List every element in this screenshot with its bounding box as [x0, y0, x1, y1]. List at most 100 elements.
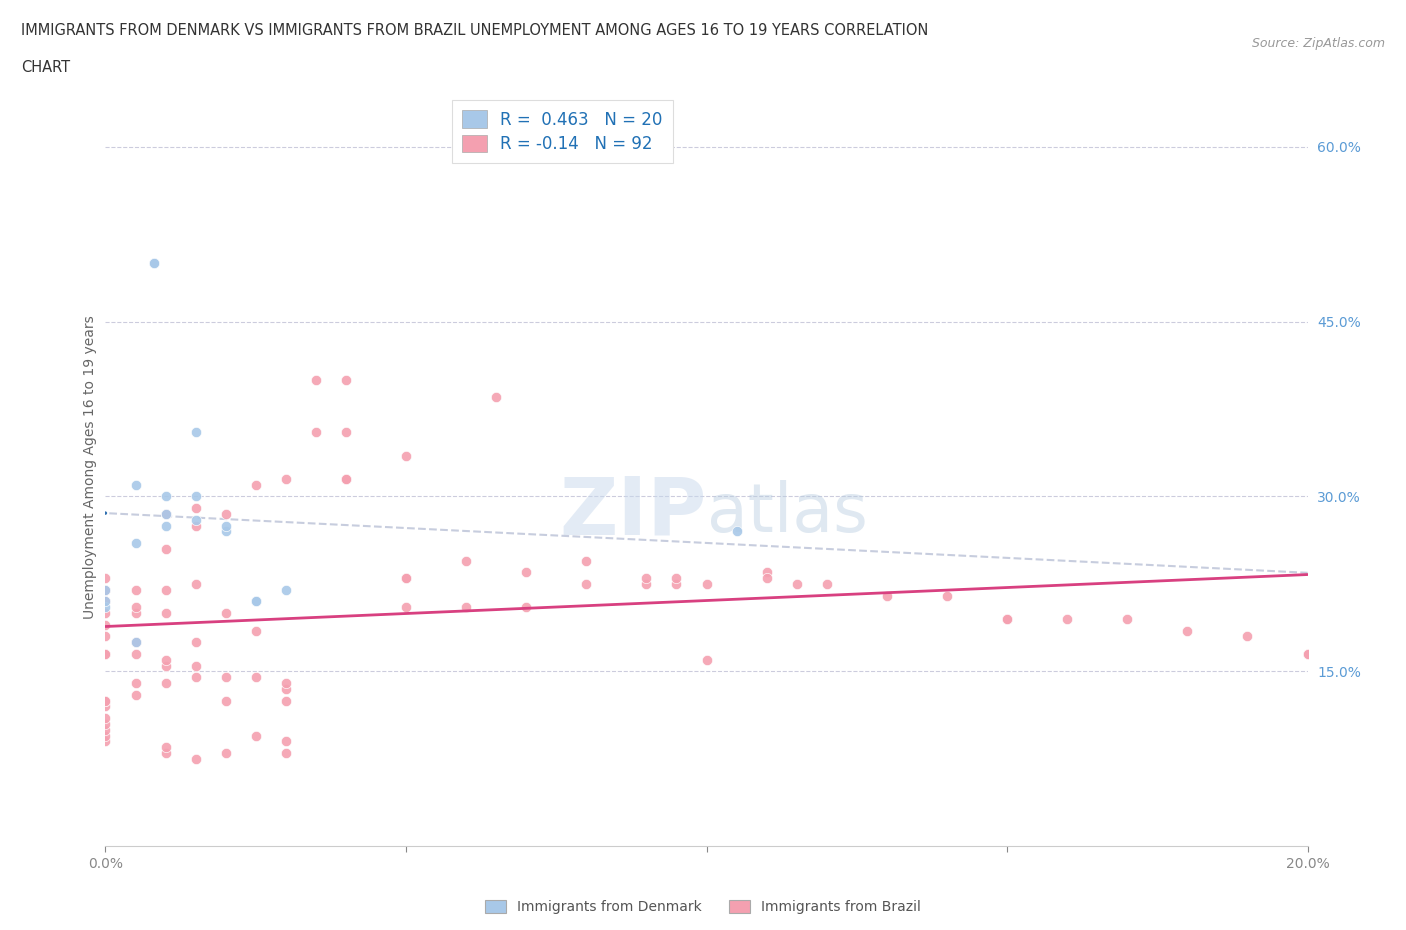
- Point: [274, 734, 297, 749]
- Point: [94, 711, 117, 725]
- Point: [94, 600, 117, 615]
- Point: [94, 646, 117, 661]
- Point: [725, 524, 748, 538]
- Point: [94, 582, 117, 597]
- Point: [155, 739, 177, 754]
- Point: [335, 472, 357, 486]
- Point: [515, 565, 537, 579]
- Point: [786, 577, 808, 591]
- Point: [124, 600, 146, 615]
- Point: [936, 588, 959, 603]
- Point: [395, 600, 418, 615]
- Point: [755, 565, 778, 579]
- Point: [575, 553, 598, 568]
- Point: [124, 582, 146, 597]
- Point: [274, 682, 297, 697]
- Point: [454, 553, 477, 568]
- Point: [274, 746, 297, 761]
- Point: [155, 507, 177, 522]
- Point: [1296, 646, 1319, 661]
- Point: [155, 489, 177, 504]
- Text: atlas: atlas: [707, 480, 868, 546]
- Point: [755, 571, 778, 586]
- Point: [124, 536, 146, 551]
- Point: [94, 693, 117, 708]
- Point: [94, 699, 117, 714]
- Text: IMMIGRANTS FROM DENMARK VS IMMIGRANTS FROM BRAZIL UNEMPLOYMENT AMONG AGES 16 TO : IMMIGRANTS FROM DENMARK VS IMMIGRANTS FR…: [21, 23, 928, 38]
- Point: [696, 577, 718, 591]
- Y-axis label: Unemployment Among Ages 16 to 19 years: Unemployment Among Ages 16 to 19 years: [83, 315, 97, 619]
- Point: [184, 489, 207, 504]
- Point: [124, 605, 146, 620]
- Point: [124, 477, 146, 492]
- Point: [94, 605, 117, 620]
- Point: [665, 577, 688, 591]
- Point: [124, 646, 146, 661]
- Text: CHART: CHART: [21, 60, 70, 75]
- Point: [274, 693, 297, 708]
- Point: [184, 425, 207, 440]
- Point: [395, 448, 418, 463]
- Point: [94, 629, 117, 644]
- Text: Source: ZipAtlas.com: Source: ZipAtlas.com: [1251, 37, 1385, 50]
- Point: [214, 605, 236, 620]
- Point: [155, 507, 177, 522]
- Point: [94, 728, 117, 743]
- Legend: Immigrants from Denmark, Immigrants from Brazil: Immigrants from Denmark, Immigrants from…: [481, 897, 925, 919]
- Point: [335, 425, 357, 440]
- Point: [274, 582, 297, 597]
- Point: [94, 594, 117, 609]
- Text: ZIP: ZIP: [560, 473, 707, 551]
- Point: [245, 594, 267, 609]
- Point: [214, 746, 236, 761]
- Point: [696, 652, 718, 667]
- Point: [94, 594, 117, 609]
- Point: [395, 571, 418, 586]
- Point: [155, 518, 177, 533]
- Point: [995, 612, 1018, 627]
- Point: [155, 541, 177, 556]
- Point: [815, 577, 838, 591]
- Point: [274, 472, 297, 486]
- Point: [155, 746, 177, 761]
- Point: [94, 571, 117, 586]
- Point: [335, 472, 357, 486]
- Point: [155, 605, 177, 620]
- Point: [995, 612, 1018, 627]
- Point: [155, 582, 177, 597]
- Point: [124, 675, 146, 690]
- Point: [94, 693, 117, 708]
- Point: [876, 588, 898, 603]
- Point: [124, 687, 146, 702]
- Point: [155, 658, 177, 673]
- Point: [142, 256, 165, 271]
- Point: [94, 646, 117, 661]
- Point: [214, 524, 236, 538]
- Point: [245, 728, 267, 743]
- Point: [94, 716, 117, 731]
- Point: [184, 518, 207, 533]
- Point: [485, 390, 508, 405]
- Point: [184, 751, 207, 766]
- Point: [1056, 612, 1078, 627]
- Point: [214, 693, 236, 708]
- Point: [155, 652, 177, 667]
- Point: [94, 618, 117, 632]
- Point: [395, 571, 418, 586]
- Point: [184, 512, 207, 527]
- Point: [245, 670, 267, 684]
- Legend: R =  0.463   N = 20, R = -0.14   N = 92: R = 0.463 N = 20, R = -0.14 N = 92: [451, 100, 672, 164]
- Point: [184, 577, 207, 591]
- Point: [184, 635, 207, 650]
- Point: [1236, 629, 1258, 644]
- Point: [155, 675, 177, 690]
- Point: [124, 635, 146, 650]
- Point: [142, 256, 165, 271]
- Point: [1116, 612, 1139, 627]
- Point: [94, 594, 117, 609]
- Point: [184, 500, 207, 515]
- Point: [184, 670, 207, 684]
- Point: [1296, 646, 1319, 661]
- Point: [575, 577, 598, 591]
- Point: [665, 571, 688, 586]
